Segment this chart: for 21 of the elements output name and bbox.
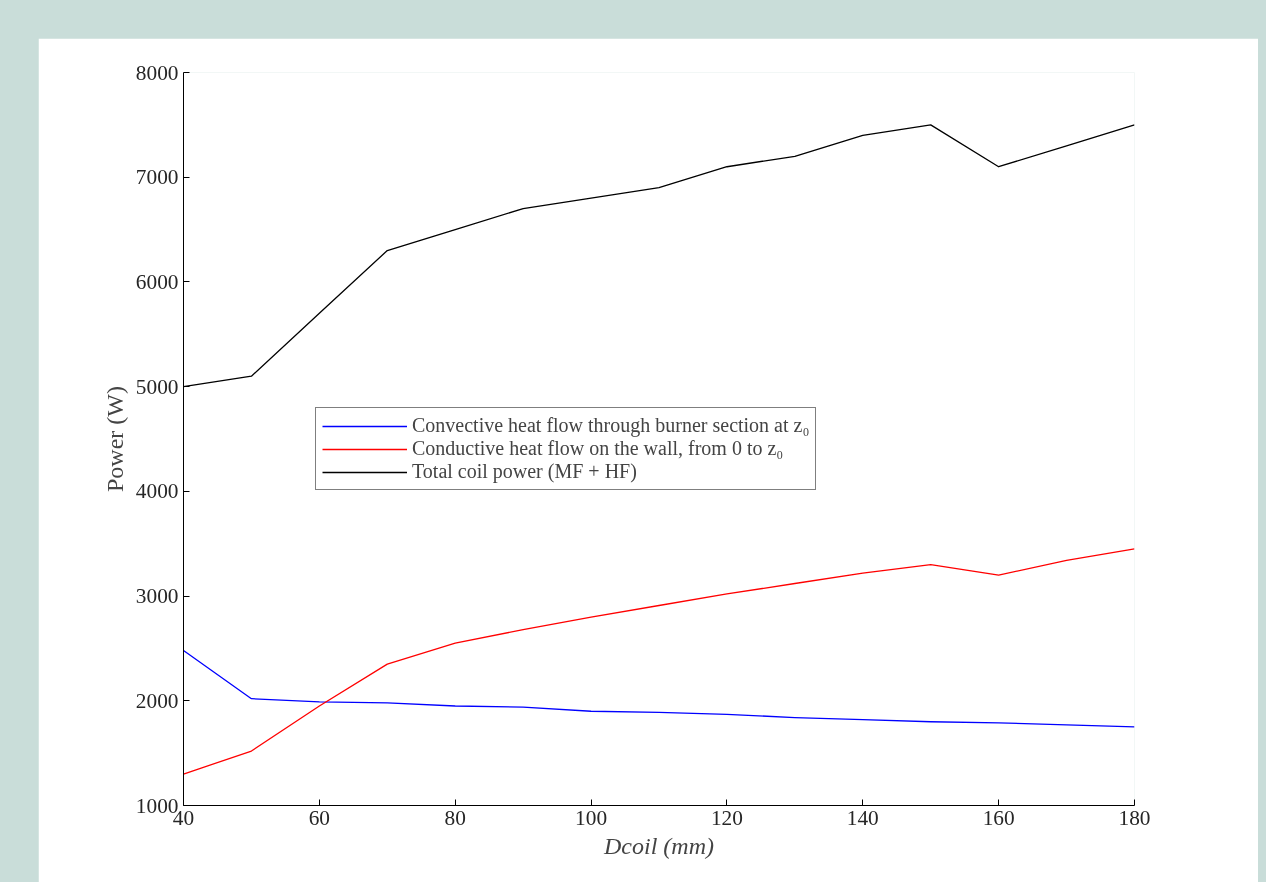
x-tick-label: 60: [308, 805, 331, 830]
y-tick-label: 5000: [135, 374, 179, 399]
legend-label: Convective heat flow through burner section at z₀: [412, 414, 810, 437]
x-tick-label: 180: [1118, 805, 1151, 830]
y-axis-title: Power (W): [101, 386, 128, 492]
y-tick-label: 6000: [135, 269, 179, 294]
x-tick-label: 100: [575, 805, 608, 830]
y-tick-label: 3000: [135, 584, 179, 609]
x-tick-label: 80: [444, 805, 466, 830]
line-series: [183, 548, 1135, 775]
y-tick-label: 4000: [135, 479, 179, 504]
x-tick-label: 160: [982, 805, 1015, 830]
line-series: [183, 649, 1135, 728]
x-tick-label: 120: [710, 805, 743, 830]
legend-label: Total coil power (MF + HF): [412, 460, 637, 483]
y-tick-label: 7000: [135, 165, 179, 190]
legend-label: Conductive heat flow on the wall, from 0 to z₀: [412, 437, 784, 460]
x-tick-label: 140: [846, 805, 879, 830]
y-tick-label: 8000: [135, 60, 179, 85]
y-tick-label: 2000: [135, 688, 179, 713]
x-axis-title: Dcoil (mm): [603, 832, 714, 859]
